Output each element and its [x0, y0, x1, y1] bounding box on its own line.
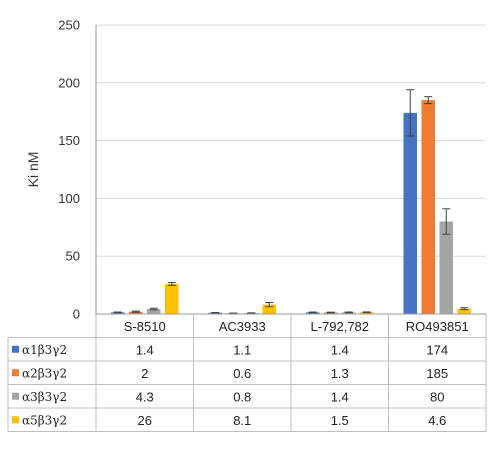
- data-label: 185: [426, 366, 448, 381]
- data-label: 4.3: [136, 389, 154, 404]
- data-label: 174: [426, 342, 448, 357]
- data-label: 4.6: [428, 413, 446, 428]
- data-label: 0.6: [233, 366, 251, 381]
- y-tick-label: 200: [58, 75, 80, 90]
- bar: [403, 112, 417, 314]
- bar: [262, 304, 276, 314]
- y-tick-label: 50: [66, 249, 80, 264]
- data-label: 80: [430, 389, 444, 404]
- data-label: 2: [141, 366, 148, 381]
- bar: [439, 221, 453, 314]
- category-label: RO493851: [406, 319, 469, 334]
- data-label: 1.4: [331, 342, 349, 357]
- legend-label: α2β3γ2: [22, 366, 67, 380]
- y-axis-tick-labels: 0 50 100 150 200 250: [58, 18, 80, 322]
- legend-label: α1β3γ2: [22, 343, 67, 357]
- legend-label: α5β3γ2: [22, 413, 67, 427]
- bar: [147, 309, 161, 314]
- legend-swatch: [12, 345, 19, 353]
- bar: [457, 308, 471, 314]
- legend-swatch: [12, 392, 19, 400]
- bar: [421, 100, 435, 314]
- gridlines: [95, 24, 486, 314]
- y-tick-label: 150: [58, 133, 80, 148]
- category-label: S-8510: [124, 319, 166, 334]
- y-tick-label: 0: [73, 307, 80, 322]
- data-label: 1.1: [233, 342, 251, 357]
- bar: [360, 312, 374, 314]
- data-label: 26: [138, 413, 152, 428]
- legend-swatch: [12, 416, 19, 424]
- error-bars: [113, 89, 469, 315]
- legend-label: α3β3γ2: [22, 390, 67, 404]
- data-label: 1.3: [331, 366, 349, 381]
- legend-swatch: [12, 369, 19, 377]
- data-label: 8.1: [233, 413, 251, 428]
- category-label: L-792,782: [310, 319, 369, 334]
- data-label: 1.4: [136, 342, 154, 357]
- y-tick-label: 250: [58, 18, 80, 33]
- y-tick-label: 100: [58, 191, 80, 206]
- y-axis-title: Ki nM: [25, 152, 41, 188]
- data-label: 0.8: [233, 389, 251, 404]
- data-table: S-8510 AC3933 L-792,782 RO493851 α1β3γ2 1.4 1.…: [7, 313, 487, 432]
- data-label: 1.4: [331, 389, 349, 404]
- bar: [129, 311, 143, 314]
- data-label: 1.5: [331, 413, 349, 428]
- bars: [111, 100, 471, 314]
- bar: [165, 283, 179, 314]
- category-label: AC3933: [219, 319, 266, 334]
